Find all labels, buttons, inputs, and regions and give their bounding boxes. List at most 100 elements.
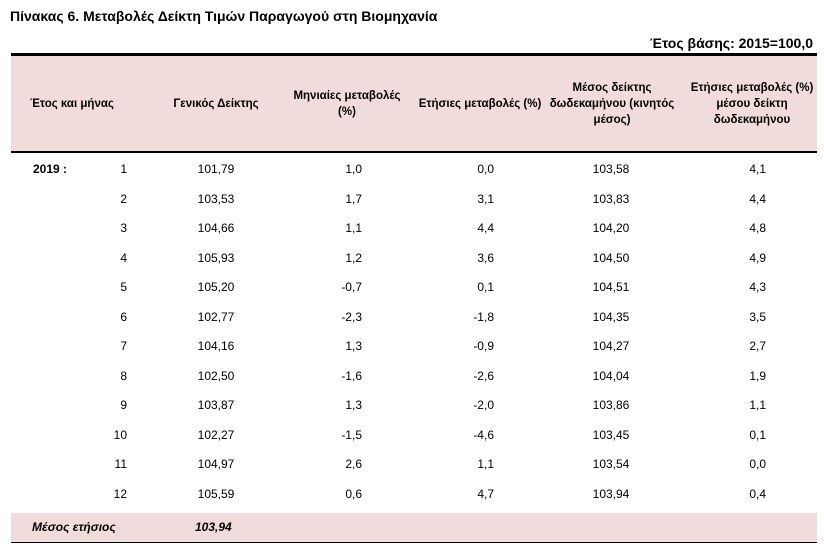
cell-month: 2 xyxy=(120,191,127,206)
cell-monthly-change: -2,3 xyxy=(341,309,362,324)
data-table: Έτος και μήνας Γενικός Δείκτης Μηνιαίες … xyxy=(11,53,817,543)
cell-general-index: 105,20 xyxy=(197,280,235,294)
cell-annual-change-avg: 4,9 xyxy=(749,250,766,265)
cell-annual-change-avg: 4,4 xyxy=(749,191,766,206)
cell-annual-change: -4,6 xyxy=(473,427,494,442)
table-row: 11 104,97 2,6 1,1 103,54 0,0 xyxy=(11,450,817,480)
cell-annual-change-avg: 4,1 xyxy=(749,162,766,176)
table-row: 4 105,93 1,2 3,6 104,50 4,9 xyxy=(11,244,817,274)
cell-avg-12m: 104,50 xyxy=(592,250,630,265)
table-footer-row: Μέσος ετήσιος 103,94 xyxy=(11,513,817,543)
cell-general-index: 102,50 xyxy=(197,368,235,383)
table-header: Έτος και μήνας Γενικός Δείκτης Μηνιαίες … xyxy=(11,56,817,153)
cell-month: 10 xyxy=(113,427,127,442)
cell-month: 12 xyxy=(113,486,127,501)
cell-general-index: 104,16 xyxy=(197,339,235,353)
table-top-rule xyxy=(11,53,817,56)
cell-annual-change-avg: 1,9 xyxy=(749,368,766,383)
cell-monthly-change: 1,3 xyxy=(345,339,362,353)
table-title: Πίνακας 6. Μεταβολές Δείκτη Τιμών Παραγω… xyxy=(10,8,438,24)
cell-general-index: 105,93 xyxy=(197,250,235,265)
cell-month: 6 xyxy=(120,309,127,324)
table-row: 9 103,87 1,3 -2,0 103,86 1,1 xyxy=(11,391,817,421)
table-row: 8 102,50 -1,6 -2,6 104,04 1,9 xyxy=(11,362,817,392)
footer-label: Μέσος ετήσιος xyxy=(32,520,116,534)
cell-monthly-change: 1,3 xyxy=(345,398,362,412)
cell-monthly-change: -0,7 xyxy=(341,280,362,294)
cell-general-index: 104,97 xyxy=(197,457,235,471)
cell-general-index: 103,53 xyxy=(197,191,235,206)
table-row: 3 104,66 1,1 4,4 104,20 4,8 xyxy=(11,214,817,244)
cell-avg-12m: 103,83 xyxy=(592,191,630,206)
cell-avg-12m: 103,58 xyxy=(592,162,630,176)
cell-general-index: 104,66 xyxy=(197,221,235,235)
cell-month: 1 xyxy=(120,162,127,176)
header-monthly-change: Μηνιαίες μεταβολές (%) xyxy=(293,89,401,118)
cell-general-index: 101,79 xyxy=(197,162,235,176)
cell-avg-12m: 103,86 xyxy=(592,398,630,412)
cell-general-index: 105,59 xyxy=(197,486,235,501)
cell-monthly-change: 1,1 xyxy=(345,221,362,235)
cell-month: 11 xyxy=(114,457,127,471)
cell-general-index: 103,87 xyxy=(197,398,235,412)
cell-general-index: 102,27 xyxy=(197,427,235,442)
table-body: 2019 :1 101,79 1,0 0,0 103,58 4,1 2 103,53 1,7 3,… xyxy=(11,153,817,509)
table-row: 2019 : 1 101,79 1,0 0,0 103,58 4,1 xyxy=(11,155,817,185)
cell-annual-change: 1,1 xyxy=(477,457,494,471)
cell-avg-12m: 104,20 xyxy=(592,221,630,235)
cell-monthly-change: 0,6 xyxy=(345,486,362,501)
cell-year: 2019 : xyxy=(33,162,68,176)
cell-annual-change: 3,1 xyxy=(477,191,494,206)
cell-monthly-change: -1,5 xyxy=(341,427,362,442)
cell-annual-change: 3,6 xyxy=(477,250,494,265)
cell-monthly-change: 2,6 xyxy=(345,457,362,471)
cell-annual-change-avg: 0,0 xyxy=(749,457,766,471)
table-row: 6 102,77 -2,3 -1,8 104,35 3,5 xyxy=(11,303,817,333)
footer-value: 103,94 xyxy=(195,520,232,534)
cell-monthly-change: 1,7 xyxy=(345,191,362,206)
cell-month: 4 xyxy=(120,250,127,265)
cell-annual-change: 0,0 xyxy=(477,162,494,176)
header-annual-change-avg: Ετήσιες μεταβολές (%) μέσου δείκτη δωδεκ… xyxy=(690,81,814,126)
cell-annual-change: -2,6 xyxy=(473,368,494,383)
cell-month: 8 xyxy=(120,368,127,383)
cell-month: 9 xyxy=(120,398,127,412)
cell-avg-12m: 104,35 xyxy=(592,309,630,324)
cell-annual-change-avg: 4,8 xyxy=(749,221,766,235)
cell-monthly-change: 1,0 xyxy=(345,162,362,176)
table-row: 2 103,53 1,7 3,1 103,83 4,4 xyxy=(11,185,817,215)
cell-avg-12m: 104,27 xyxy=(592,339,630,353)
cell-avg-12m: 104,51 xyxy=(592,280,630,294)
cell-general-index: 102,77 xyxy=(197,309,235,324)
cell-avg-12m: 103,54 xyxy=(592,457,630,471)
cell-annual-change-avg: 2,7 xyxy=(749,339,766,353)
cell-avg-12m: 104,04 xyxy=(592,368,630,383)
cell-annual-change: 0,1 xyxy=(477,280,494,294)
header-general-index: Γενικός Δείκτης xyxy=(173,97,259,110)
cell-annual-change-avg: 0,4 xyxy=(749,486,766,501)
table-row: 5 105,20 -0,7 0,1 104,51 4,3 xyxy=(11,273,817,303)
cell-avg-12m: 103,45 xyxy=(592,427,630,442)
cell-annual-change: 4,7 xyxy=(477,486,494,501)
cell-avg-12m: 103,94 xyxy=(592,486,630,501)
cell-annual-change-avg: 1,1 xyxy=(749,398,766,412)
header-avg-12m: Μέσος δείκτης δωδεκαμήνου (κινητός μέσος… xyxy=(549,81,675,126)
base-year-note: Έτος βάσης: 2015=100,0 xyxy=(650,35,813,51)
cell-annual-change: -0,9 xyxy=(473,339,494,353)
cell-annual-change: -1,8 xyxy=(473,309,494,324)
cell-annual-change-avg: 4,3 xyxy=(749,280,766,294)
cell-annual-change: -2,0 xyxy=(473,398,494,412)
cell-monthly-change: 1,2 xyxy=(345,250,362,265)
cell-month: 3 xyxy=(120,221,127,235)
header-annual-change: Ετήσιες μεταβολές (%) xyxy=(418,97,542,110)
cell-annual-change: 4,4 xyxy=(477,221,494,235)
table-row: 10 102,27 -1,5 -4,6 103,45 0,1 xyxy=(11,421,817,451)
table-row: 7 104,16 1,3 -0,9 104,27 2,7 xyxy=(11,332,817,362)
cell-annual-change-avg: 0,1 xyxy=(749,427,766,442)
cell-monthly-change: -1,6 xyxy=(341,368,362,383)
cell-month: 7 xyxy=(120,339,127,353)
header-period: Έτος και μήνας xyxy=(30,97,114,110)
cell-annual-change-avg: 3,5 xyxy=(749,309,766,324)
cell-month: 5 xyxy=(120,280,127,294)
table-row: 12 105,59 0,6 4,7 103,94 0,4 xyxy=(11,480,817,510)
